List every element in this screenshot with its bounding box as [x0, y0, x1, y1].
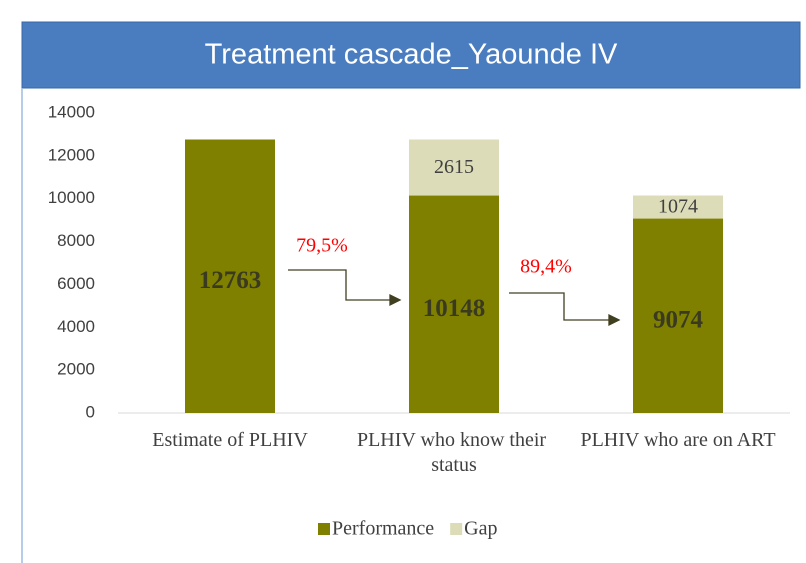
arrowhead [389, 293, 402, 307]
data-label: 1074 [658, 196, 698, 218]
arrow [509, 292, 612, 321]
bar-segment [633, 195, 723, 219]
legend-swatch [318, 523, 330, 535]
arrows [288, 269, 621, 327]
x-tick-line: PLHIV who know their [357, 429, 551, 451]
y-tick-label: 2000 [57, 360, 95, 379]
x-tick-label: Estimate of PLHIV [152, 429, 308, 451]
legend-swatch [450, 523, 463, 535]
chart-title: Treatment cascade_Yaounde IV [205, 39, 618, 71]
data-label: 2615 [434, 156, 474, 178]
data-label: 12763 [199, 267, 262, 294]
legend-label: Performance [332, 518, 434, 540]
x-tick-line: PLHIV who are on ART [580, 429, 775, 451]
arrow [288, 269, 393, 301]
y-tick-label: 4000 [57, 317, 95, 336]
y-tick-label: 14000 [48, 102, 95, 121]
x-tick-label: PLHIV who know their status [357, 429, 551, 476]
x-tick-line: Estimate of PLHIV [152, 429, 308, 451]
data-label: 10148 [423, 295, 486, 322]
bar-segment [409, 139, 499, 196]
x-tick-label: PLHIV who are on ART [580, 429, 775, 451]
data-label: 9074 [653, 307, 704, 334]
bar-segment [633, 218, 723, 413]
y-tick-label: 12000 [48, 145, 95, 164]
title-banner [21, 21, 801, 89]
annotation: 79,5% [296, 235, 348, 257]
arrowhead [608, 313, 621, 327]
y-tick-label: 6000 [57, 274, 95, 293]
x-tick-line: status [431, 454, 477, 476]
annotation: 89,4% [520, 256, 572, 278]
bar-segment [185, 139, 275, 413]
y-tick-label: 0 [86, 402, 95, 421]
y-tick-label: 8000 [57, 231, 95, 250]
bar-segment [409, 195, 499, 413]
y-tick-label: 10000 [48, 188, 95, 207]
legend-label: Gap [464, 518, 497, 540]
